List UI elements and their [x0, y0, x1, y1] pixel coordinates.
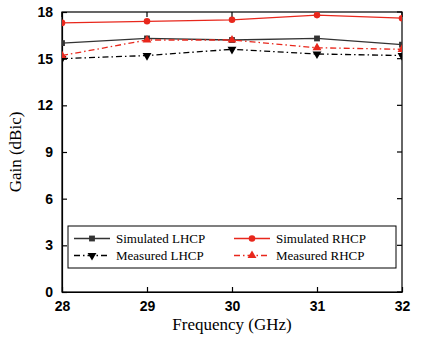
tick-mark	[397, 151, 402, 152]
tick-label: 9	[45, 144, 53, 160]
legend-item: Measured RHCP	[234, 248, 364, 263]
tick: 3	[45, 237, 67, 253]
tick-label: 0	[45, 284, 53, 300]
marker	[229, 16, 236, 23]
tick-mark	[62, 199, 67, 200]
legend-item: Simulated RHCP	[234, 231, 366, 246]
marker	[314, 36, 320, 42]
marker	[399, 15, 402, 22]
legend-marker	[88, 253, 97, 261]
marker	[62, 20, 65, 27]
tick-mark	[61, 12, 62, 17]
marker	[228, 47, 237, 55]
x-axis: 28 29 30 31 32	[55, 287, 411, 314]
x-axis-title: Frequency (GHz)	[172, 315, 291, 334]
tick: 30	[225, 287, 241, 314]
marker	[313, 51, 322, 59]
tick-mark	[62, 245, 67, 246]
tick: 32	[395, 287, 411, 314]
tick-mark	[397, 245, 402, 246]
y-axis-title: Gain (dBic)	[6, 112, 25, 193]
tick: 6	[45, 191, 67, 207]
marker	[314, 12, 321, 18]
tick-mark	[317, 287, 318, 292]
chart: 28293031320369121518Simulated LHCPSimula…	[0, 0, 430, 339]
legend-label: Measured RHCP	[276, 248, 364, 263]
tick: 9	[45, 144, 67, 160]
tick-mark	[231, 12, 232, 17]
marker	[228, 35, 237, 43]
tick-mark	[397, 105, 402, 106]
legend: Simulated LHCP Simulated RHCP Measured LHC…	[68, 226, 396, 268]
tick-mark	[397, 198, 402, 199]
legend-label: Simulated LHCP	[116, 231, 205, 246]
tick-label: 6	[45, 191, 53, 207]
legend-box	[68, 226, 396, 268]
marker	[398, 44, 402, 52]
tick: 29	[140, 287, 156, 314]
tick-label: 12	[37, 97, 53, 113]
tick-label: 28	[55, 298, 71, 314]
marker	[313, 43, 322, 51]
marker	[143, 35, 152, 43]
series-line	[62, 15, 402, 23]
tick-mark	[397, 11, 402, 12]
tick-label: 18	[37, 4, 53, 20]
tick-label: 29	[140, 298, 156, 314]
series-group	[62, 12, 402, 64]
tick-mark	[232, 287, 233, 292]
marker	[143, 53, 152, 61]
marker	[62, 50, 66, 58]
tick-mark	[62, 105, 67, 106]
marker	[62, 40, 65, 46]
tick-mark	[146, 12, 147, 17]
tick-label: 31	[310, 298, 326, 314]
legend-label: Simulated RHCP	[276, 231, 366, 246]
legend-marker	[89, 236, 95, 242]
marker	[398, 53, 402, 61]
marker	[144, 18, 151, 25]
legend-marker	[249, 235, 256, 242]
tick-mark	[62, 152, 67, 153]
legend-item: Measured LHCP	[74, 248, 204, 263]
tick-label: 3	[45, 237, 53, 253]
tick-label: 32	[395, 298, 411, 314]
tick-label: 15	[37, 51, 53, 67]
tick-mark	[147, 287, 148, 292]
legend-label: Measured LHCP	[116, 248, 204, 263]
tick-label: 30	[225, 298, 241, 314]
plot-frame	[62, 12, 402, 292]
tick-mark	[397, 291, 402, 292]
legend-marker	[248, 250, 257, 258]
tick: 31	[310, 287, 326, 314]
plot: 28293031320369121518Simulated LHCPSimula…	[37, 4, 410, 314]
legend-item: Simulated LHCP	[74, 231, 205, 246]
